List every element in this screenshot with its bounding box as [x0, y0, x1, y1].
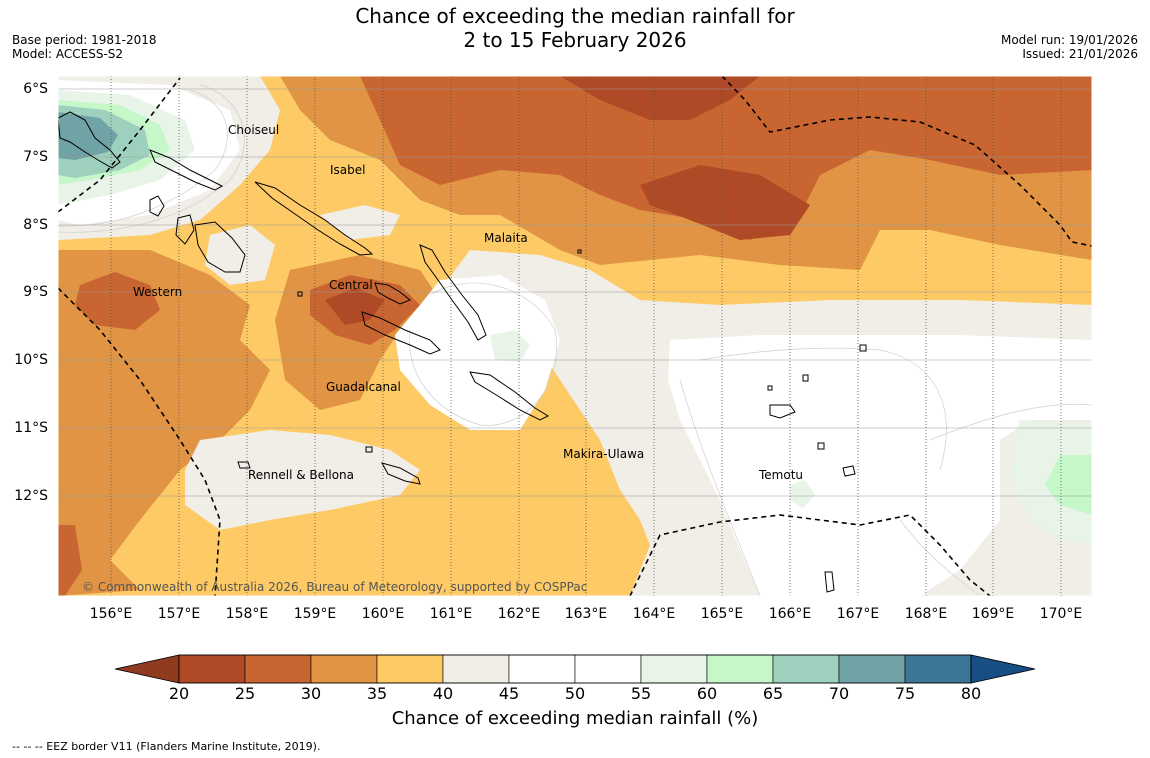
issued-label: Issued: 21/01/2026: [1022, 47, 1138, 61]
colorbar-cell: [706, 654, 774, 684]
lat-label-11s: 11°S: [14, 420, 48, 436]
place-rennell-bellona: Rennell & Bellona: [248, 468, 355, 482]
band-60-65-east: [1045, 455, 1092, 515]
band-55-60-guadalcanal: [490, 330, 530, 362]
lon-label-161e: 161°E: [429, 606, 473, 622]
colorbar-tick-label: 60: [696, 684, 718, 703]
lon-label-170e: 170°E: [1039, 606, 1083, 622]
lon-label-160e: 160°E: [361, 606, 405, 622]
colorbar-tick-label: 70: [828, 684, 850, 703]
place-western: Western: [133, 285, 183, 299]
place-temotu: Temotu: [759, 468, 804, 482]
band-20-25-north-b: [640, 165, 810, 240]
band-25-30-north: [360, 76, 1092, 240]
colorbar: [114, 654, 1036, 684]
lon-label-169e: 169°E: [971, 606, 1015, 622]
band-55-60-temotu: [790, 480, 815, 508]
colorbar-low-extend: [114, 654, 180, 684]
colorbar-cell: [376, 654, 444, 684]
lat-label-10s: 10°S: [14, 352, 48, 368]
lon-label-168e: 168°E: [904, 606, 948, 622]
colorbar-tick-label: 35: [366, 684, 388, 703]
lon-label-162e: 162°E: [497, 606, 541, 622]
band-25-30-southwest: [58, 525, 82, 596]
base-period-label: Base period: 1981-2018: [12, 33, 157, 47]
model-run-label: Model run: 19/01/2026: [1000, 33, 1138, 47]
latitude-gridlines: [58, 88, 1092, 497]
lon-label-159e: 159°E: [293, 606, 337, 622]
colorbar-cell: [244, 654, 312, 684]
lon-label-166e: 166°E: [768, 606, 812, 622]
colorbar-tick-label: 30: [300, 684, 322, 703]
eez-border: [58, 76, 1092, 596]
lon-label-158e: 158°E: [225, 606, 269, 622]
rainfall-map: [57, 75, 1093, 597]
colorbar-tick-label: 40: [432, 684, 454, 703]
lon-label-157e: 157°E: [157, 606, 201, 622]
colorbar-cell: [772, 654, 840, 684]
colorbar-tick-label: 25: [234, 684, 256, 703]
colorbar-tick-label: 50: [564, 684, 586, 703]
colorbar-tick-label: 20: [168, 684, 190, 703]
place-central: Central: [329, 278, 373, 292]
eez-footnote: -- -- -- EEZ border V11 (Flanders Marine…: [12, 740, 321, 753]
lon-label-164e: 164°E: [632, 606, 676, 622]
colorbar-cell: [838, 654, 906, 684]
colorbar-tick-label: 45: [498, 684, 520, 703]
colorbar-cell: [574, 654, 642, 684]
band-40-45-rennell: [185, 430, 420, 530]
lat-label-9s: 9°S: [23, 284, 48, 300]
colorbar-cell: [508, 654, 576, 684]
colorbar-cell: [310, 654, 378, 684]
place-malaita: Malaita: [484, 231, 528, 245]
colorbar-tick-label: 55: [630, 684, 652, 703]
map-frame: [57, 75, 1093, 597]
colorbar-tick-label: 65: [762, 684, 784, 703]
band-70-75-northwest: [58, 112, 118, 160]
colorbar-cell: [178, 654, 246, 684]
lat-label-7s: 7°S: [23, 149, 48, 165]
map-title-line2: 2 to 15 February 2026: [463, 28, 687, 52]
lat-label-12s: 12°S: [14, 488, 48, 504]
lon-label-165e: 165°E: [700, 606, 744, 622]
coastlines: [58, 111, 867, 593]
place-choiseul: Choiseul: [228, 123, 280, 137]
band-45-55-east: [668, 335, 1092, 596]
copyright-notice: © Commonwealth of Australia 2026, Bureau…: [82, 580, 588, 594]
colorbar-frame: [178, 654, 972, 684]
place-guadalcanal: Guadalcanal: [326, 380, 401, 394]
colorbar-cell: [640, 654, 708, 684]
colorbar-cells: [178, 654, 972, 684]
place-isabel: Isabel: [330, 163, 366, 177]
colorbar-tick-label: 80: [960, 684, 982, 703]
band-25-30-west: [75, 272, 160, 330]
lon-label-156e: 156°E: [89, 606, 133, 622]
lon-label-163e: 163°E: [564, 606, 608, 622]
colorbar-cell: [904, 654, 972, 684]
place-makira-ulawa: Makira-Ulawa: [563, 447, 645, 461]
lon-label-167e: 167°E: [836, 606, 880, 622]
lat-label-8s: 8°S: [23, 217, 48, 233]
model-label: Model: ACCESS-S2: [12, 47, 124, 61]
map-title-line1: Chance of exceeding the median rainfall …: [355, 4, 795, 28]
colorbar-cell: [442, 654, 510, 684]
lat-label-6s: 6°S: [23, 81, 48, 97]
contour-lines: [58, 84, 1092, 596]
map-fill-layers: [58, 76, 1092, 596]
band-20-25-central: [325, 288, 385, 325]
colorbar-label: Chance of exceeding median rainfall (%): [391, 708, 759, 729]
colorbar-tick-label: 75: [894, 684, 916, 703]
band-20-25-north-a: [560, 76, 760, 120]
colorbar-high-extend: [970, 654, 1036, 684]
